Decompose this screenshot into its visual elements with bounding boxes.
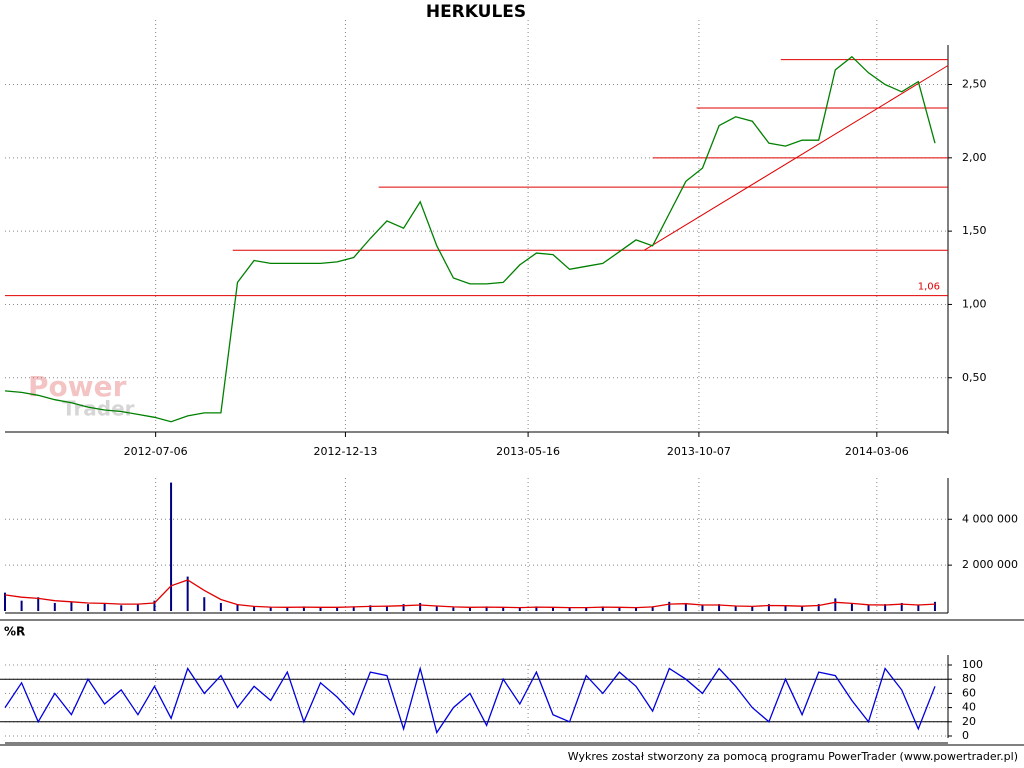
- bar: [4, 592, 6, 611]
- x-tick-label: 2013-10-07: [667, 445, 731, 458]
- bar: [136, 604, 139, 611]
- bar: [917, 605, 920, 611]
- bar: [585, 607, 588, 611]
- y-tick-label: 1,50: [962, 224, 987, 237]
- y-tick-label: 1,00: [962, 297, 987, 310]
- y-tick-label: 0,50: [962, 371, 987, 384]
- bar: [734, 606, 737, 611]
- y-tick-label: 2,00: [962, 151, 987, 164]
- indicator-label: %R: [4, 625, 25, 639]
- bar: [801, 606, 804, 611]
- footer: Wykres został stworzony za pomocą progra…: [568, 750, 1018, 763]
- bar: [219, 602, 222, 611]
- bar: [302, 606, 305, 611]
- bar: [767, 604, 770, 611]
- bar: [103, 602, 106, 611]
- y-tick-label: 4 000 000: [962, 512, 1018, 525]
- line: [4, 665, 936, 735]
- bar: [53, 602, 56, 611]
- bar: [37, 597, 40, 611]
- bar: [203, 597, 206, 611]
- bar: [751, 606, 754, 611]
- x-tick-label: 2012-07-06: [124, 445, 188, 458]
- y-tick-label: 40: [962, 701, 976, 714]
- y-tick-label: 100: [962, 658, 983, 671]
- bar: [900, 602, 903, 611]
- bar: [269, 607, 272, 611]
- x-tick-label: 2013-05-16: [496, 445, 560, 458]
- bar: [87, 604, 90, 611]
- y-tick-label: 20: [962, 715, 976, 728]
- bar: [352, 606, 355, 611]
- bar: [684, 602, 687, 611]
- bar: [867, 605, 870, 611]
- bar: [20, 600, 23, 611]
- bar: [568, 607, 571, 611]
- bar: [369, 605, 372, 611]
- bar: [468, 607, 471, 611]
- bar: [884, 604, 887, 611]
- level-label: 1,06: [918, 282, 940, 293]
- y-tick-label: 80: [962, 672, 976, 685]
- bar: [402, 604, 405, 611]
- bar: [170, 482, 173, 611]
- bar: [635, 607, 638, 611]
- bar: [435, 606, 438, 611]
- bar: [153, 600, 156, 611]
- line: [4, 579, 936, 609]
- bar: [668, 601, 671, 611]
- y-tick-label: 60: [962, 686, 976, 699]
- bar: [385, 606, 388, 611]
- bar: [502, 607, 505, 611]
- bar: [120, 605, 123, 611]
- bar: [933, 601, 936, 611]
- y-tick-label: 2 000 000: [962, 558, 1018, 571]
- y-tick-label: 0: [962, 729, 969, 742]
- line: [4, 55, 936, 423]
- bar: [485, 606, 488, 611]
- bar: [618, 607, 621, 611]
- chart-title: HERKULES: [426, 2, 526, 22]
- bar: [817, 604, 820, 611]
- bar: [186, 576, 189, 611]
- x-tick-label: 2012-12-13: [313, 445, 377, 458]
- bar: [319, 607, 322, 611]
- trend-line: [644, 65, 949, 251]
- bar: [253, 606, 256, 611]
- x-tick-label: 2014-03-06: [845, 445, 909, 458]
- bar: [286, 607, 289, 611]
- bar: [336, 607, 339, 611]
- y-tick-label: 2,50: [962, 78, 987, 91]
- bar: [552, 607, 555, 611]
- bar: [452, 607, 455, 611]
- bar: [419, 602, 422, 611]
- bar: [236, 604, 239, 611]
- bar: [651, 606, 654, 611]
- bar: [70, 601, 73, 611]
- bar: [701, 605, 704, 611]
- bar: [535, 606, 538, 611]
- bar: [850, 602, 853, 611]
- bar: [834, 598, 837, 611]
- bar: [518, 607, 521, 611]
- bar: [784, 605, 787, 611]
- bar: [601, 606, 604, 611]
- bar: [718, 604, 721, 611]
